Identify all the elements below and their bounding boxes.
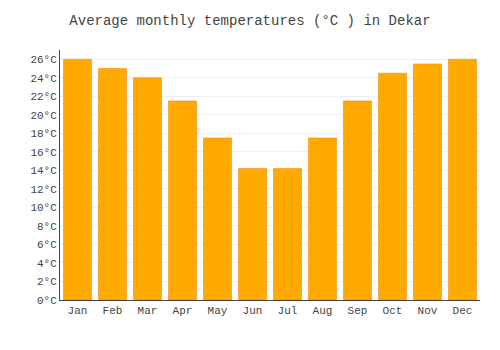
svg-text:0°C: 0°C — [37, 295, 57, 307]
svg-text:26°C: 26°C — [30, 54, 57, 66]
svg-text:Aug: Aug — [313, 305, 333, 317]
svg-text:12°C: 12°C — [30, 184, 57, 196]
svg-text:Nov: Nov — [418, 305, 438, 317]
svg-text:Jun: Jun — [243, 305, 263, 317]
svg-text:22°C: 22°C — [30, 91, 57, 103]
svg-text:Average monthly temperatures (: Average monthly temperatures (°C ) in De… — [69, 13, 430, 29]
svg-text:Jan: Jan — [68, 305, 88, 317]
svg-text:2°C: 2°C — [37, 276, 57, 288]
svg-text:18°C: 18°C — [30, 128, 57, 140]
svg-text:Apr: Apr — [173, 305, 193, 317]
svg-text:Jul: Jul — [278, 305, 298, 317]
svg-text:6°C: 6°C — [37, 239, 57, 251]
svg-text:Feb: Feb — [103, 305, 123, 317]
svg-text:14°C: 14°C — [30, 165, 57, 177]
svg-text:8°C: 8°C — [37, 221, 57, 233]
svg-text:Mar: Mar — [138, 305, 158, 317]
svg-text:20°C: 20°C — [30, 110, 57, 122]
svg-text:May: May — [208, 305, 228, 317]
svg-text:24°C: 24°C — [30, 73, 57, 85]
svg-text:4°C: 4°C — [37, 258, 57, 270]
svg-text:Sep: Sep — [348, 305, 368, 317]
svg-text:Oct: Oct — [383, 305, 403, 317]
svg-text:10°C: 10°C — [30, 202, 57, 214]
svg-text:16°C: 16°C — [30, 147, 57, 159]
svg-text:Dec: Dec — [453, 305, 473, 317]
